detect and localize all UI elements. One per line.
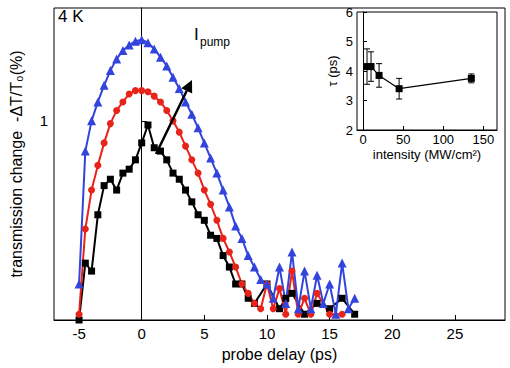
svg-text:2: 2: [346, 123, 353, 138]
svg-text:10: 10: [259, 325, 276, 342]
svg-text:-5: -5: [72, 325, 85, 342]
svg-text:transmission change -ΔT/T₀(%): transmission change -ΔT/T₀(%): [8, 50, 25, 277]
svg-text:probe delay (ps): probe delay (ps): [222, 346, 338, 363]
svg-text:0: 0: [138, 325, 146, 342]
svg-text:τ (ps): τ (ps): [325, 55, 340, 86]
svg-text:50: 50: [396, 132, 410, 147]
svg-text:5: 5: [346, 34, 353, 49]
svg-text:100: 100: [432, 132, 454, 147]
svg-text:intensity (MW/cm²): intensity (MW/cm²): [373, 147, 481, 162]
svg-text:4 K: 4 K: [58, 7, 84, 26]
svg-text:3: 3: [346, 93, 353, 108]
svg-text:0: 0: [359, 132, 366, 147]
svg-text:150: 150: [473, 132, 495, 147]
svg-text:5: 5: [200, 325, 208, 342]
svg-text:pump: pump: [200, 35, 230, 49]
svg-text:6: 6: [346, 5, 353, 20]
svg-text:4: 4: [346, 64, 353, 79]
svg-text:25: 25: [447, 325, 464, 342]
svg-text:15: 15: [321, 325, 338, 342]
svg-text:1: 1: [40, 112, 48, 129]
svg-text:20: 20: [384, 325, 401, 342]
svg-text:I: I: [194, 25, 199, 44]
